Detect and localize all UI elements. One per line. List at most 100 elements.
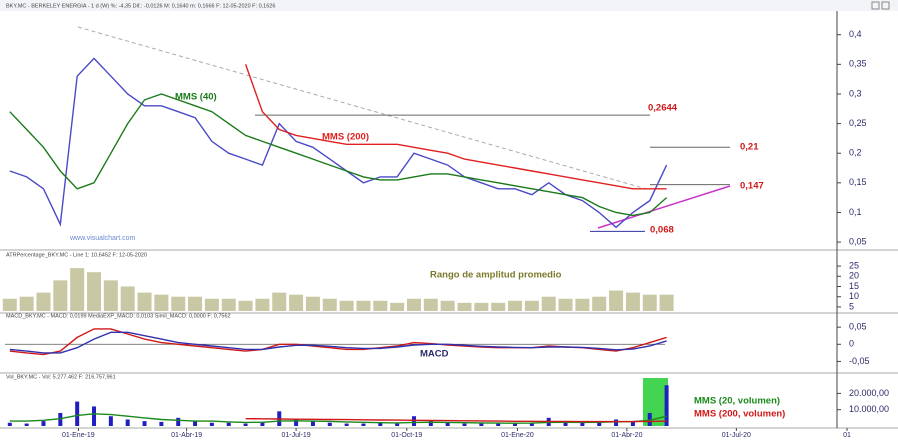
bar <box>19 296 34 311</box>
y-tick-label: 10 <box>849 291 859 301</box>
bar <box>255 298 270 311</box>
bar <box>75 401 80 426</box>
bar <box>647 412 652 426</box>
bar <box>390 302 405 311</box>
bar <box>125 419 130 426</box>
bar <box>2 298 17 311</box>
bar <box>171 296 186 311</box>
x-tick-label: 01-Abr-20 <box>611 432 642 439</box>
bar <box>322 298 337 311</box>
bar <box>659 294 674 311</box>
bar <box>188 296 203 311</box>
y-tick-label: 0,05 <box>849 322 867 332</box>
bar <box>558 298 573 311</box>
bar <box>406 298 421 311</box>
panel-header: MACD_BKY.MC - MACD: 0,0199 MediaEXP_MACD… <box>6 313 231 319</box>
bar <box>625 292 640 311</box>
series-label: MMS (20, volumen) <box>694 396 780 407</box>
line <box>9 57 668 229</box>
bar <box>36 292 51 311</box>
y-tick-label: 0,4 <box>849 29 862 39</box>
line <box>244 64 667 190</box>
line <box>9 413 667 424</box>
close-button[interactable] <box>881 1 890 10</box>
bar <box>87 272 102 311</box>
bar <box>457 302 472 311</box>
bar <box>137 292 152 311</box>
x-tick-label: 01-Jul-19 <box>282 432 311 439</box>
bar <box>378 422 383 426</box>
bar <box>411 416 416 426</box>
bar <box>373 300 388 311</box>
panel-header: Vol_BKY.MC - Vol: 5.277.462 F: 216.757,9… <box>6 374 116 380</box>
y-tick-label: 0,2 <box>849 148 862 158</box>
bar <box>474 302 489 311</box>
maximize-button[interactable] <box>871 1 880 10</box>
bar <box>159 421 164 426</box>
bar <box>339 300 354 311</box>
bar <box>508 300 523 311</box>
bar <box>154 294 169 311</box>
y-tick-label: 25 <box>849 260 859 270</box>
y-tick-label: 0 <box>849 339 854 349</box>
bar <box>440 300 455 311</box>
y-tick-label: 0,05 <box>849 236 867 246</box>
bar <box>630 421 635 426</box>
bar <box>597 421 602 426</box>
bar <box>575 298 590 311</box>
line <box>245 418 667 423</box>
bar <box>70 268 85 311</box>
bar <box>541 296 556 311</box>
bar <box>204 298 219 311</box>
bar <box>53 280 68 311</box>
bar <box>423 298 438 311</box>
bar <box>176 417 181 426</box>
bar <box>479 423 484 426</box>
bar <box>592 296 607 311</box>
bar <box>395 423 400 426</box>
y-tick-label: 0,35 <box>849 59 867 69</box>
bar <box>103 280 118 311</box>
window-buttons[interactable] <box>871 1 890 10</box>
x-tick-label: 01-Ene-19 <box>62 432 95 439</box>
series-label: MMS (40) <box>175 92 217 103</box>
y-tick-label: -0,05 <box>849 356 870 366</box>
level-label: 0,2644 <box>648 103 678 114</box>
bar <box>92 406 97 426</box>
bar <box>580 422 585 426</box>
bar <box>289 294 304 311</box>
series-label: MMS (200, volumen) <box>694 409 785 420</box>
bar <box>305 296 320 311</box>
bar <box>120 286 135 311</box>
bar <box>238 300 253 311</box>
y-tick-label: 0,25 <box>849 118 867 128</box>
bar <box>209 422 214 426</box>
bar <box>272 292 287 311</box>
bar <box>221 298 236 311</box>
y-tick-label: 5 <box>849 301 854 311</box>
y-tick-label: 20 <box>849 271 859 281</box>
y-tick-label: 15 <box>849 281 859 291</box>
bar <box>41 421 46 426</box>
y-tick-label: 0,15 <box>849 177 867 187</box>
bar <box>642 294 657 311</box>
bar <box>356 300 371 311</box>
bar <box>614 419 619 426</box>
panel-annotation: MACD <box>420 349 449 360</box>
bar <box>428 421 433 426</box>
bar <box>491 302 506 311</box>
support-line <box>597 185 731 229</box>
x-tick-label: 01-Ene-20 <box>501 432 534 439</box>
bar <box>294 419 299 426</box>
bar <box>24 423 29 426</box>
level-label: 0,21 <box>740 142 759 153</box>
x-tick-label: 01-Oct-19 <box>391 432 422 439</box>
bar <box>108 416 113 426</box>
y-tick-label: 20.000,00 <box>849 388 889 398</box>
x-tick-label: 01 <box>843 432 851 439</box>
bar <box>260 421 265 426</box>
bar <box>609 290 624 311</box>
panel-header: ATRPercentage_BKY.MC - Line 1: 10,6452 F… <box>6 252 147 258</box>
